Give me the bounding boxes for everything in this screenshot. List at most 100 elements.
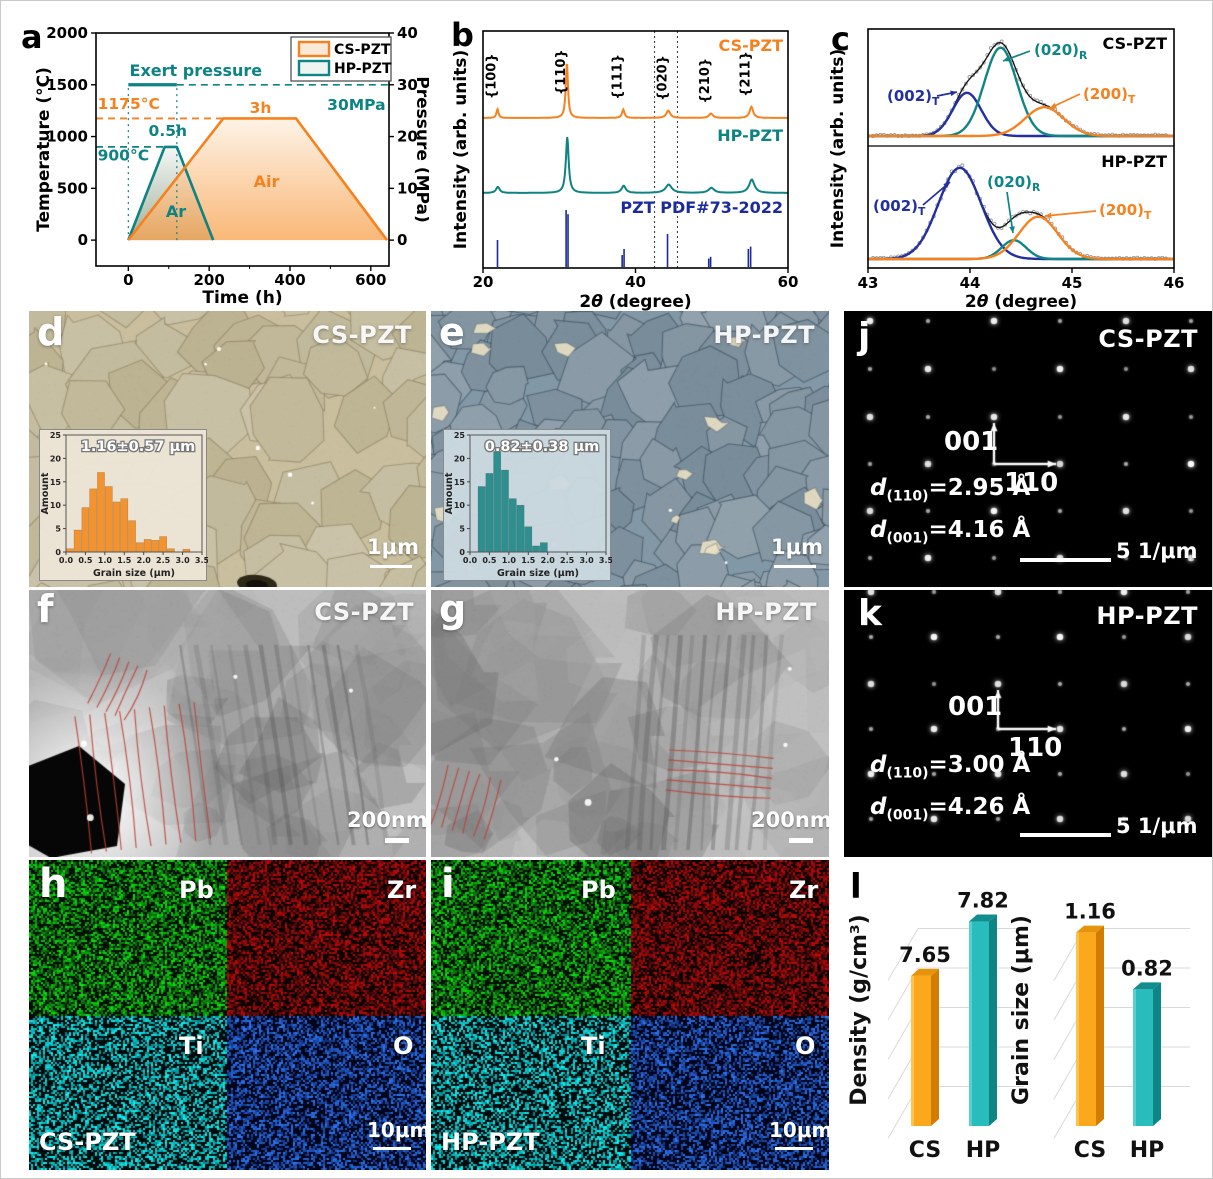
panel-letter-a: a	[21, 18, 43, 56]
svg-text:30: 30	[397, 76, 418, 94]
svg-text:HP-PZT: HP-PZT	[334, 61, 392, 77]
d-subscript: (001)	[886, 807, 929, 824]
panel-a-sintering-profile: 0 200 400 600 0 500 1000 1500 2000 0 10 20 30 40 Time …	[19, 15, 429, 311]
element-label-pb: Pb	[581, 876, 616, 904]
axis-001-label: 001	[948, 692, 1003, 722]
d-value: =4.26 Å	[928, 794, 1031, 820]
svg-text:3.0: 3.0	[579, 556, 594, 565]
scale-bar	[1020, 558, 1111, 562]
svg-text:{210}: {210}	[698, 58, 713, 104]
scale-bar-label: 5 1/μm	[1116, 814, 1198, 838]
svg-text:15: 15	[50, 478, 62, 487]
panel-letter-f: f	[37, 590, 54, 631]
svg-text:CS-PZT: CS-PZT	[719, 36, 784, 55]
panel-letter-d: d	[37, 311, 65, 354]
density-grainsize-bar-chart: 7.65 CS 7.82 HP Density (g/cm³) 1.16 CS 0.82 HP G…	[847, 889, 1190, 1163]
svg-text:HP: HP	[966, 1138, 1001, 1163]
svg-text:Air: Air	[254, 172, 280, 191]
svg-text:0.82: 0.82	[1121, 956, 1173, 980]
svg-text:(002)T: (002)T	[887, 87, 940, 108]
svg-text:CS-PZT: CS-PZT	[1103, 34, 1168, 53]
svg-text:1.5: 1.5	[521, 556, 536, 565]
d-symbol: d	[870, 517, 887, 543]
svg-text:Ar: Ar	[166, 202, 186, 221]
d-subscript: (110)	[886, 488, 929, 505]
svg-text:1000: 1000	[46, 128, 88, 146]
svg-text:Density (g/cm³): Density (g/cm³)	[847, 914, 872, 1106]
svg-text:20: 20	[50, 454, 62, 463]
panel-letter-i: i	[441, 861, 455, 907]
axis-110-label: 110	[1008, 733, 1063, 763]
svg-text:(200)T: (200)T	[1099, 201, 1152, 222]
svg-text:PZT PDF#73-2022: PZT PDF#73-2022	[620, 198, 783, 217]
panel-b-xrd-pattern: {100} {110} {111} {020} {210} {211} CS-PZT HP-P…	[431, 15, 826, 311]
panel-l-bar-charts: 7.65 CS 7.82 HP Density (g/cm³) 1.16 CS 0.82 HP G…	[844, 860, 1212, 1170]
svg-text:3.0: 3.0	[175, 556, 190, 565]
d-symbol: d	[870, 794, 887, 820]
svg-text:0: 0	[397, 231, 407, 249]
svg-text:44: 44	[960, 274, 981, 292]
svg-text:3.5: 3.5	[195, 556, 208, 565]
svg-text:0.0: 0.0	[463, 556, 478, 565]
d-value: =2.95 Å	[928, 475, 1031, 501]
svg-text:30MPa: 30MPa	[327, 96, 385, 114]
svg-text:43: 43	[858, 274, 879, 292]
svg-text:500: 500	[57, 179, 88, 197]
d-value: =4.16 Å	[928, 517, 1031, 543]
element-label-ti: Ti	[581, 1032, 606, 1060]
panel-j-saed-cs: j CS-PZT 001 110 d(110)=2.95 Å d(001)=4.…	[844, 311, 1212, 587]
tem-micrograph-canvas	[431, 590, 829, 857]
element-label-o: O	[795, 1032, 816, 1060]
svg-text:1.0: 1.0	[98, 556, 113, 565]
svg-text:7.65: 7.65	[899, 943, 951, 967]
svg-text:Pressure (MPa): Pressure (MPa)	[412, 76, 429, 222]
panel-e-sem-hp: e HP-PZT 0 5 10 15 20 25 0.0 0.5 1.0 1.5 2.0 2.5 3.0…	[431, 311, 829, 587]
sample-label: HP-PZT	[715, 598, 817, 626]
eds-map-canvas	[29, 860, 426, 1170]
svg-text:Intensity (arb. units): Intensity (arb. units)	[829, 49, 848, 248]
d-spacing-110: d(110)=3.00 Å	[870, 752, 1030, 782]
element-label-zr: Zr	[789, 876, 819, 904]
sintering-profile-chart: 0 200 400 600 0 500 1000 1500 2000 0 10 20 30 40 Time …	[34, 24, 429, 308]
svg-text:HP-PZT: HP-PZT	[717, 126, 783, 145]
scale-bar-label: 200nm	[751, 808, 829, 832]
scale-bar-label: 1μm	[367, 535, 419, 559]
svg-text:1.16±0.57 μm: 1.16±0.57 μm	[81, 439, 196, 455]
svg-text:10: 10	[454, 501, 466, 510]
svg-text:2.0: 2.0	[541, 556, 556, 565]
svg-text:3.5: 3.5	[599, 556, 612, 565]
svg-text:2.5: 2.5	[156, 556, 171, 565]
scale-bar-label: 5 1/μm	[1116, 539, 1198, 563]
svg-text:5: 5	[459, 525, 465, 534]
svg-text:0: 0	[78, 231, 88, 249]
panel-g-tem-hp: g HP-PZT 200nm	[431, 590, 829, 857]
scale-bar	[370, 565, 412, 568]
svg-text:0: 0	[55, 548, 61, 557]
svg-text:Intensity (arb. units): Intensity (arb. units)	[451, 50, 471, 249]
svg-text:{020}: {020}	[655, 55, 670, 101]
axis-001-label: 001	[944, 427, 999, 457]
svg-text:60: 60	[778, 273, 799, 291]
panel-k-saed-hp: k HP-PZT 001 110 d(110)=3.00 Å d(001)=4.…	[844, 590, 1212, 857]
d-subscript: (001)	[886, 530, 929, 547]
svg-text:Amount: Amount	[444, 472, 455, 514]
scale-bar	[1020, 833, 1111, 837]
svg-text:0: 0	[123, 271, 133, 289]
panel-h-eds-cs: h Pb Zr Ti O CS-PZT 10μm	[29, 860, 426, 1170]
panel-letter-k: k	[858, 593, 882, 634]
svg-text:10: 10	[50, 501, 62, 510]
svg-text:2.0: 2.0	[137, 556, 152, 565]
panel-letter-g: g	[439, 590, 467, 631]
d-value: =3.00 Å	[928, 752, 1031, 778]
sample-label: HP-PZT	[441, 1128, 540, 1156]
svg-text:2θ (degree): 2θ (degree)	[579, 292, 691, 311]
sample-label: CS-PZT	[39, 1128, 136, 1156]
element-label-ti: Ti	[179, 1032, 204, 1060]
svg-text:Amount: Amount	[40, 472, 51, 514]
svg-text:0.82±0.38 μm: 0.82±0.38 μm	[485, 439, 600, 455]
svg-text:{110}: {110}	[554, 49, 569, 95]
svg-text:{211}: {211}	[738, 51, 753, 97]
svg-text:2000: 2000	[46, 24, 88, 42]
svg-text:45: 45	[1062, 274, 1083, 292]
scale-bar	[775, 1147, 813, 1150]
